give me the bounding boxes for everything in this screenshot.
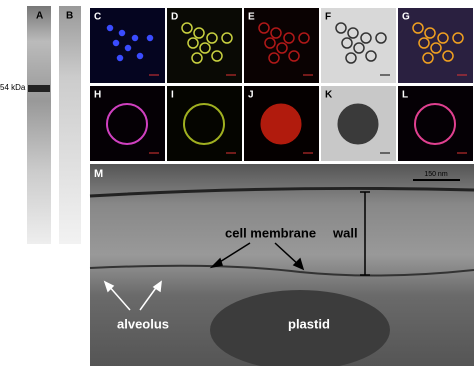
membrane: [89, 264, 474, 277]
cell: [430, 42, 442, 54]
cell: [365, 50, 377, 62]
arrows: [209, 242, 305, 271]
cell: [412, 22, 424, 34]
panel-label: I: [171, 90, 174, 101]
cell: [276, 42, 288, 54]
cell: [260, 103, 302, 145]
cell: [341, 37, 353, 49]
micrograph: [167, 8, 242, 83]
cell: [270, 27, 282, 39]
annotation: alveolus: [117, 316, 169, 331]
cell: [424, 27, 436, 39]
annotation: cell membrane: [225, 225, 316, 240]
blot-lane: [59, 6, 81, 244]
cell: [136, 52, 144, 60]
cell: [183, 103, 225, 145]
marker-label: 54 kDa: [0, 83, 26, 92]
micrograph: [398, 86, 473, 161]
cell: [452, 32, 464, 44]
lane-label: A: [36, 11, 43, 22]
cell: [116, 54, 124, 62]
panel-label: D: [171, 12, 178, 23]
annotation: wall: [332, 225, 358, 240]
cell: [337, 103, 379, 145]
panel-label: M: [94, 168, 103, 180]
cell: [264, 37, 276, 49]
cell: [298, 32, 310, 44]
cell: [221, 32, 233, 44]
panel-label: J: [248, 90, 254, 101]
panel-label: F: [325, 12, 331, 23]
panel-label: G: [402, 12, 410, 23]
micrograph: [321, 8, 396, 83]
cell: [360, 32, 372, 44]
blot-lane: [27, 6, 51, 244]
cell: [118, 29, 126, 37]
lane-label: B: [66, 11, 73, 22]
cell: [288, 50, 300, 62]
plastid-shape: [210, 290, 390, 366]
cell: [181, 22, 193, 34]
scale-label: 150 nm: [424, 171, 448, 178]
cell: [124, 44, 132, 52]
cell: [191, 52, 203, 64]
micrograph: [90, 86, 165, 161]
cell: [268, 52, 280, 64]
cell: [199, 42, 211, 54]
cell: [353, 42, 365, 54]
blot-band: [28, 85, 50, 92]
cell: [106, 24, 114, 32]
panel-label: H: [94, 90, 101, 101]
cell: [335, 22, 347, 34]
micrograph: [398, 8, 473, 83]
panel-label: K: [325, 90, 333, 101]
cell: [187, 37, 199, 49]
wall-edge: [89, 186, 474, 198]
micrograph: [167, 86, 242, 161]
panel-label: E: [248, 12, 255, 23]
cell: [112, 39, 120, 47]
cell: [283, 32, 295, 44]
cell: [146, 34, 154, 42]
cell: [106, 103, 148, 145]
cell: [442, 50, 454, 62]
cell: [347, 27, 359, 39]
cell: [422, 52, 434, 64]
cell: [414, 103, 456, 145]
arrows: [103, 280, 162, 311]
micrograph: [244, 8, 319, 83]
cell: [418, 37, 430, 49]
panel-label: L: [402, 90, 408, 101]
cell: [206, 32, 218, 44]
cell: [437, 32, 449, 44]
panel-label: C: [94, 12, 101, 23]
cell: [345, 52, 357, 64]
cell: [193, 27, 205, 39]
cell: [375, 32, 387, 44]
cell: [211, 50, 223, 62]
cell: [258, 22, 270, 34]
cell: [131, 34, 139, 42]
annotation: plastid: [288, 316, 330, 331]
